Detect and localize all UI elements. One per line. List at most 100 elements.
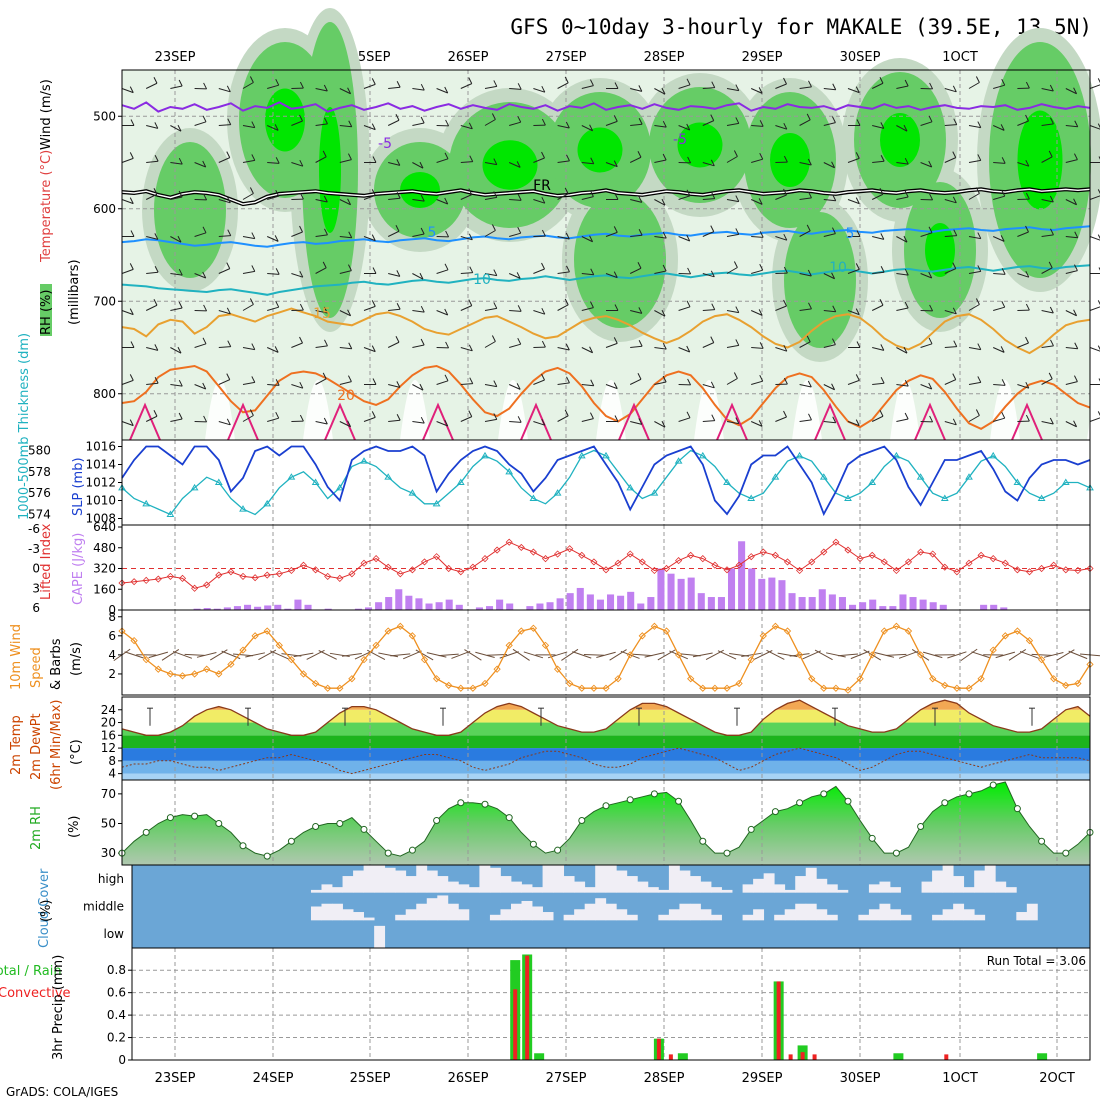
thickness-point xyxy=(602,451,610,459)
wind-barb-flag xyxy=(1025,270,1030,278)
wind-barb-flag xyxy=(1025,336,1029,344)
wind-barb xyxy=(630,199,642,203)
wind-barb xyxy=(726,310,739,314)
y-tick-label: 700 xyxy=(93,294,116,308)
wind-barb-flag xyxy=(806,113,811,121)
wind-barb xyxy=(993,273,1006,275)
wind-barb xyxy=(1065,310,1077,317)
y-tick-label: 1010 xyxy=(85,494,116,508)
wind-barb xyxy=(581,307,594,311)
wind-barb xyxy=(460,347,473,352)
wind-barb xyxy=(1065,421,1077,428)
cloud-high-cell xyxy=(932,870,944,893)
wind-barb-flag xyxy=(832,416,837,423)
wind-barb-flag xyxy=(178,157,183,165)
rh-band-bright xyxy=(482,140,538,190)
wind10m-barb xyxy=(378,652,399,658)
wind-barb-flag xyxy=(203,193,208,201)
wind-barb xyxy=(145,82,158,89)
wind-barb-flag xyxy=(419,272,424,280)
wind-barb xyxy=(363,194,376,200)
wind-barb-flag xyxy=(953,340,958,347)
lifted-point xyxy=(420,558,429,566)
wind-barb xyxy=(726,378,738,385)
thickness-point xyxy=(166,510,175,517)
wind-barb-flag xyxy=(541,340,546,348)
cloud-level-label: low xyxy=(104,927,125,941)
lifted-tick-label: -3 xyxy=(28,542,40,556)
cape-bar xyxy=(798,597,806,610)
rh2m-point xyxy=(699,837,707,845)
wind-barb-flag xyxy=(372,267,377,274)
wind-barb xyxy=(460,161,473,163)
date-label-top: 27SEP xyxy=(546,50,587,65)
cape-bar xyxy=(385,597,393,610)
thickness-point xyxy=(940,494,949,501)
wind-barb xyxy=(291,342,303,348)
cloud-middle-cell xyxy=(932,914,944,921)
lifted-point xyxy=(1038,564,1046,573)
cloud-high-cell xyxy=(605,865,617,893)
cloud-high-cell xyxy=(437,876,449,893)
wind-barb xyxy=(266,236,279,242)
cloud-high-cell xyxy=(721,889,733,893)
lifted-point xyxy=(783,558,792,566)
wind-barb-flag xyxy=(661,198,666,206)
wind-barb-flag xyxy=(856,119,861,126)
wind-barb-flag xyxy=(1074,120,1079,127)
cloud-high-cell xyxy=(795,876,807,893)
wind-barb xyxy=(145,415,158,422)
wind-barb-flag xyxy=(153,77,158,84)
rh-band-bright xyxy=(880,113,920,167)
cloud-high-cell xyxy=(542,865,554,893)
cloud-level-label: high xyxy=(98,872,124,886)
wind-barb-flag xyxy=(564,187,569,195)
rh2m-point xyxy=(360,825,368,833)
wind-barb xyxy=(750,421,763,427)
wind-barb-flag xyxy=(444,308,449,316)
wind-barb-flag xyxy=(711,303,716,310)
thickness-point xyxy=(989,451,998,459)
wind-barb xyxy=(509,421,522,423)
y-tick-label: 0.2 xyxy=(107,1031,126,1045)
wind-barb-flag xyxy=(952,373,957,380)
wind-barb-flag xyxy=(202,115,207,123)
wind-barb xyxy=(799,419,812,422)
wind-barb-flag xyxy=(1025,414,1030,422)
wind-barb-flag xyxy=(758,420,763,427)
wind-barb-flag xyxy=(396,270,401,277)
wind10m-label-3: & Barbs xyxy=(49,638,64,690)
wind-barb-flag xyxy=(275,300,280,308)
wind-barb-flag xyxy=(807,380,812,388)
wind-barb-flag xyxy=(710,225,715,232)
cloud-high-cell xyxy=(574,881,586,893)
wind-barb xyxy=(775,83,787,89)
lifted-tick-label: 0 xyxy=(32,562,40,576)
wind-barb-flag xyxy=(226,85,231,93)
wind-barb-flag xyxy=(251,121,256,128)
wind-barb-flag xyxy=(419,383,424,391)
cloud-high-cell xyxy=(679,870,691,893)
wind-barb xyxy=(533,310,545,315)
wind-barb-flag xyxy=(202,382,207,390)
wind-barb-flag xyxy=(322,372,327,380)
wind-barb xyxy=(315,88,328,92)
wind-barb xyxy=(170,162,183,165)
thickness-point xyxy=(771,473,780,480)
wind-barb xyxy=(460,125,473,130)
y-tick-label: 1008 xyxy=(85,512,116,526)
wind10m-barb xyxy=(1056,649,1075,661)
thickness-point xyxy=(432,499,441,507)
wind-barb xyxy=(242,347,255,351)
wind-barb xyxy=(823,88,836,91)
wind-barb-flag xyxy=(1049,417,1054,425)
run-total-label: Run Total = 3.06 xyxy=(987,954,1086,968)
cloud-high-cell xyxy=(353,870,365,893)
wind-barb xyxy=(702,384,715,389)
wind10m-point xyxy=(445,681,453,690)
date-label-top: 29SEP xyxy=(742,50,783,65)
wind-barb xyxy=(387,119,400,126)
wind-barb xyxy=(1065,236,1078,239)
wind-barb-flag xyxy=(783,122,788,130)
